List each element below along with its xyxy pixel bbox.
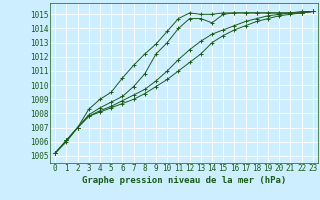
X-axis label: Graphe pression niveau de la mer (hPa): Graphe pression niveau de la mer (hPa)	[82, 176, 286, 185]
